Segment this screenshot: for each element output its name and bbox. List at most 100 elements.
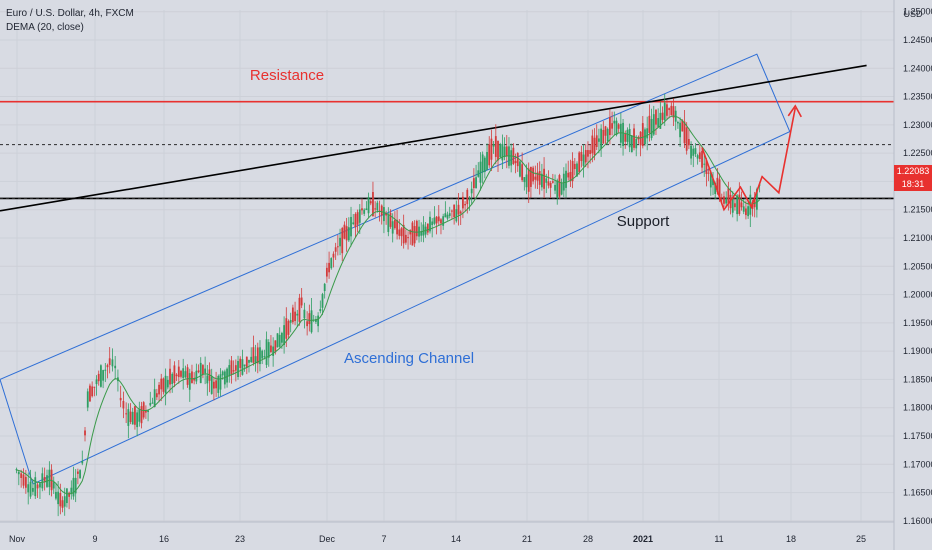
candle-body [149, 403, 152, 406]
candle-body [734, 203, 736, 208]
candle-body [411, 222, 414, 246]
zigzag-path [701, 147, 764, 212]
price-tick-label: 1.24500 [903, 35, 932, 45]
candle-body [569, 171, 572, 182]
candle-body [690, 145, 692, 159]
candle-body [206, 375, 209, 384]
candle-body [413, 226, 416, 244]
candle-body [409, 229, 412, 235]
candle-body [294, 311, 296, 322]
candle-body [376, 202, 379, 211]
candle-body [534, 176, 537, 180]
candle-body [521, 164, 524, 181]
candle-body [501, 143, 504, 161]
candle-body [701, 151, 703, 168]
candle-body [755, 189, 758, 210]
candle-body [250, 356, 253, 363]
candle-body [437, 216, 440, 222]
candle-body [396, 219, 398, 235]
horizontal-levels [0, 100, 894, 200]
candle-body [142, 402, 145, 418]
candle-body [668, 108, 671, 111]
candle-body [462, 196, 464, 209]
candle-body [68, 492, 71, 497]
candle-body [448, 213, 451, 216]
candle-body [182, 368, 185, 379]
candle-body [712, 178, 714, 186]
candle-body [336, 246, 339, 248]
candle-body [76, 471, 79, 474]
candle-body [84, 430, 86, 436]
price-axis[interactable]: 1.16000 1.16500 1.17000 1.17500 1.18000 1.185… [893, 0, 932, 550]
candle-body [560, 182, 563, 195]
candle-body [655, 109, 657, 125]
candle-body [422, 224, 425, 236]
candle-body [166, 379, 169, 388]
candle-body [617, 124, 620, 129]
candle-body [15, 469, 18, 471]
candle-body [243, 364, 246, 367]
candle-body [356, 212, 359, 225]
candle-body [63, 496, 66, 507]
chart-legend: Euro / U.S. Dollar, 4h, FXCM DEMA (20, c… [6, 7, 134, 35]
candle-body [100, 365, 102, 387]
candle-body [657, 118, 660, 128]
candle-body [666, 104, 668, 116]
projection-paths [701, 104, 802, 212]
candle-body [538, 171, 541, 185]
candle-body [679, 122, 681, 138]
candle-body [285, 318, 288, 339]
candle-body [175, 374, 178, 377]
candle-body [296, 313, 299, 316]
candle-body [70, 487, 73, 494]
time-axis[interactable]: Nov 9 16 23 Dec 7 14 21 28 2021 11 18 25 [0, 521, 894, 544]
candle-body [510, 150, 513, 166]
candle-body [431, 221, 434, 226]
candle-body [554, 184, 556, 191]
candle-body [367, 197, 370, 214]
candle-body [442, 216, 445, 226]
candle-body [707, 172, 710, 174]
candle-body [398, 229, 401, 236]
candle-body [319, 309, 322, 312]
candle-body [745, 208, 747, 216]
candle-body [573, 163, 576, 170]
candle-body [34, 477, 37, 497]
candle-body [650, 118, 653, 139]
price-tick-label: 1.24000 [903, 63, 932, 73]
ascending-channel[interactable] [0, 53, 791, 485]
currency-label: USD [903, 9, 923, 19]
candle-body [119, 397, 122, 401]
candle-body [321, 294, 324, 308]
candle-body [81, 461, 84, 464]
candle-body [191, 371, 193, 383]
candle-body [341, 228, 344, 254]
candle-body [162, 378, 165, 392]
candle-body [158, 384, 160, 395]
candle-body [626, 129, 629, 142]
candle-body [718, 179, 721, 198]
trendline[interactable] [0, 64, 867, 212]
candle-body [407, 237, 409, 239]
price-tick-label: 1.16000 [903, 516, 932, 526]
candle-body [270, 345, 272, 353]
candle-body [20, 473, 23, 478]
candle-body [584, 150, 587, 163]
price-tick-label: 1.19500 [903, 318, 932, 328]
candle-body [402, 224, 405, 244]
candle-body [43, 477, 46, 483]
candle-body [720, 197, 723, 199]
candle-body [345, 226, 348, 241]
candles [15, 93, 761, 517]
candle-body [705, 160, 708, 175]
projection-path [761, 107, 797, 195]
price-tick-label: 1.18000 [903, 403, 932, 413]
candle-body [595, 135, 598, 148]
time-tick-label: 18 [786, 534, 796, 544]
candle-body [261, 350, 264, 359]
candle-body [232, 370, 235, 372]
candle-body [687, 138, 690, 146]
resistance-label: Resistance [250, 67, 324, 84]
candle-body [127, 409, 130, 426]
